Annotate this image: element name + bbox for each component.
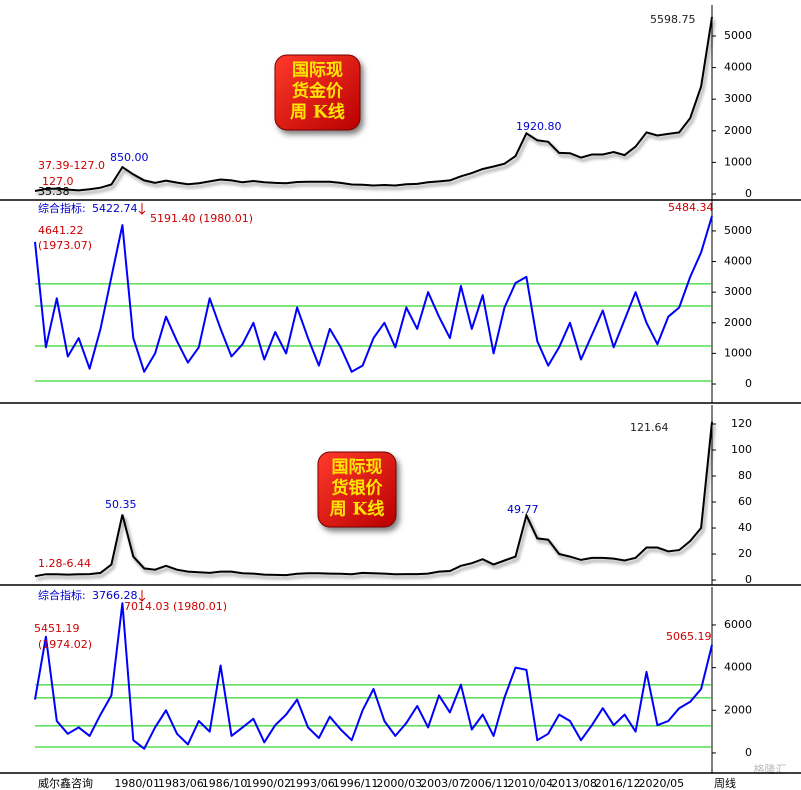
indicator-arrow — [138, 203, 146, 215]
annotation: 5065.19 — [666, 630, 712, 643]
y-tick-label: 4000 — [724, 661, 752, 674]
annotation: 5598.75 — [650, 13, 696, 26]
annotation: 7014.03 (1980.01) — [124, 600, 227, 613]
x-tick-label: 1983/06 — [158, 777, 204, 790]
x-tick-label: 2010/04 — [507, 777, 553, 790]
y-tick-label: 2000 — [724, 316, 752, 329]
annotation: 35.38 — [38, 185, 70, 198]
annotation: 127.0 — [42, 175, 74, 188]
annotation: 850.00 — [110, 151, 149, 164]
watermark: 格隆汇 — [754, 762, 787, 776]
price-line — [34, 16, 713, 192]
title-line: 国际现 — [292, 61, 343, 81]
annotation: 1.28-6.44 — [38, 557, 91, 570]
annotation: (1973.07) — [38, 239, 92, 252]
y-tick-label: 2000 — [724, 703, 752, 716]
title-line: 周 K线 — [290, 102, 345, 123]
x-tick-label: 1993/06 — [289, 777, 335, 790]
y-tick-label: 1000 — [724, 346, 752, 359]
y-tick-label: 4000 — [724, 255, 752, 268]
indicator-label: 综合指标: — [38, 588, 86, 602]
annotation: 50.35 — [105, 498, 137, 511]
y-tick-label: 20 — [738, 547, 752, 560]
title-line: 周 K线 — [330, 499, 385, 520]
y-tick-label: 80 — [738, 469, 752, 482]
y-tick-label: 60 — [738, 495, 752, 508]
x-tick-label: 1980/01 — [114, 777, 160, 790]
x-tick-label: 2020/05 — [638, 777, 684, 790]
x-tick-label: 1986/10 — [202, 777, 248, 790]
x-tick-label: 1990/02 — [245, 777, 291, 790]
y-tick-label: 0 — [745, 573, 752, 586]
annotation: 37.39-127.0 — [38, 159, 105, 172]
indicator-arrow — [138, 590, 146, 602]
y-tick-label: 5000 — [724, 29, 752, 42]
period-label: 周线 — [714, 776, 736, 790]
indicator-line — [34, 215, 713, 373]
indicator-value: 5422.74 — [92, 202, 138, 215]
x-tick-label: 2016/12 — [595, 777, 641, 790]
indicator-value: 3766.28 — [92, 589, 138, 602]
y-tick-label: 1000 — [724, 155, 752, 168]
annotation: 5191.40 (1980.01) — [150, 212, 253, 225]
price-line — [34, 421, 713, 578]
y-tick-label: 4000 — [724, 61, 752, 74]
annotation: 121.64 — [630, 421, 669, 434]
title-line: 货金价 — [292, 81, 344, 102]
y-tick-label: 3000 — [724, 285, 752, 298]
x-tick-label: 2013/08 — [551, 777, 597, 790]
y-tick-label: 0 — [745, 746, 752, 759]
y-tick-label: 5000 — [724, 224, 752, 237]
x-tick-label: 2003/07 — [420, 777, 466, 790]
y-tick-label: 2000 — [724, 124, 752, 137]
source-label: 威尔鑫咨询 — [38, 776, 93, 790]
y-tick-label: 40 — [738, 521, 752, 534]
annotation: 4641.22 — [38, 224, 84, 237]
x-tick-label: 1996/11 — [333, 777, 379, 790]
annotation: 5451.19 — [34, 622, 80, 635]
indicator-line — [34, 602, 713, 750]
y-tick-label: 0 — [745, 187, 752, 200]
title-box-bg — [274, 54, 361, 131]
title-line: 国际现 — [332, 458, 383, 478]
annotation: 1920.80 — [516, 120, 562, 133]
indicator-label: 综合指标: — [38, 201, 86, 215]
y-tick-label: 6000 — [724, 618, 752, 631]
title-line: 货银价 — [332, 478, 384, 499]
title-box-bg — [317, 451, 397, 528]
annotation: 49.77 — [507, 503, 539, 516]
y-tick-label: 0 — [745, 377, 752, 390]
annotation: 5484.34 — [668, 201, 714, 214]
x-tick-label: 2006/11 — [464, 777, 510, 790]
y-tick-label: 120 — [731, 417, 752, 430]
annotation: (1974.02) — [38, 638, 92, 651]
y-tick-label: 100 — [731, 443, 752, 456]
y-tick-label: 3000 — [724, 92, 752, 105]
x-tick-label: 2000/03 — [376, 777, 422, 790]
